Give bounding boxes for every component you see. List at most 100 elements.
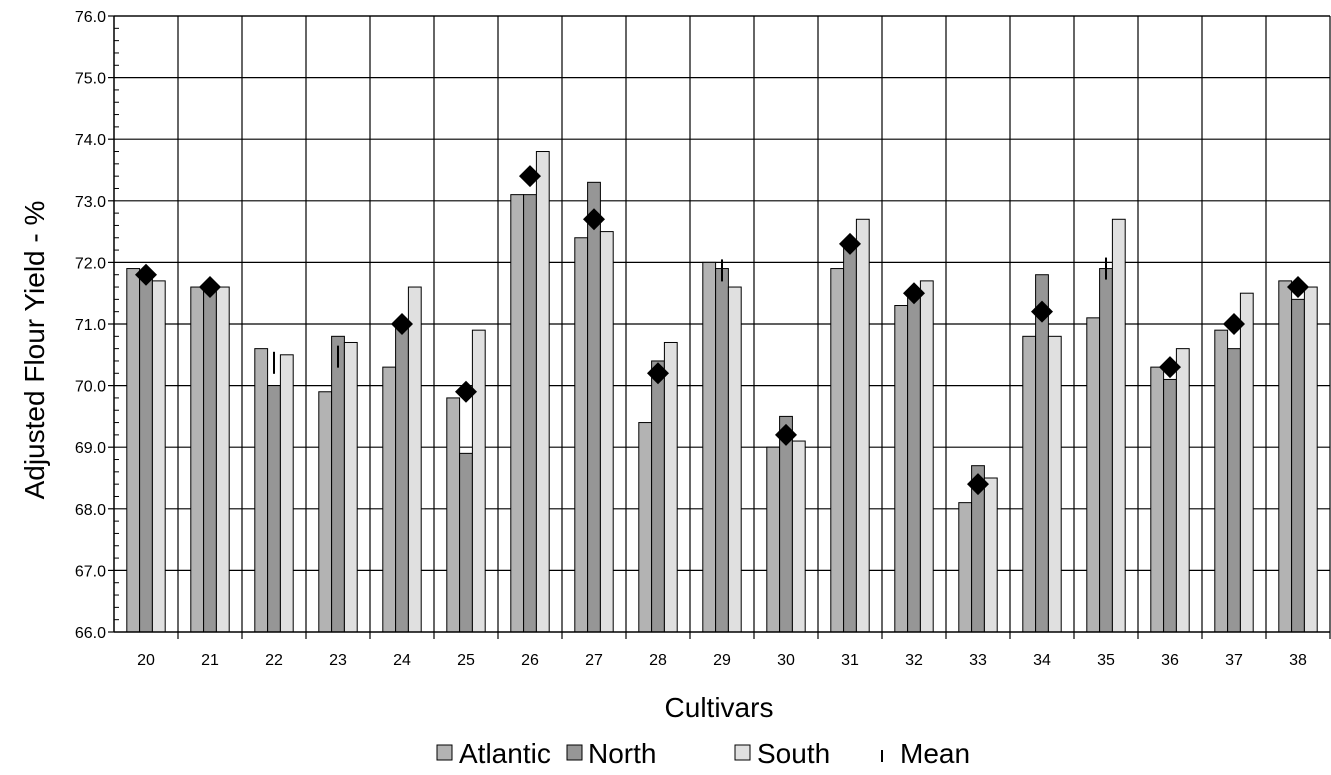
bar-north-36 [1163, 378, 1177, 633]
y-tick-label: 73.0 [75, 194, 106, 211]
mean-markers [135, 165, 1309, 496]
x-tick-label-23: 23 [329, 652, 347, 669]
mean-marker-20 [135, 263, 157, 286]
legend-label-mean: Mean [900, 738, 970, 769]
bar-south-29 [727, 286, 742, 633]
bar-south-23 [343, 341, 358, 633]
x-tick-label-28: 28 [649, 652, 667, 669]
mean-marker-27 [583, 208, 605, 231]
mean-marker-30 [775, 423, 797, 446]
x-tick-label-31: 31 [841, 652, 859, 669]
mean-marker-36 [1159, 356, 1181, 379]
bar-south-33 [983, 477, 998, 633]
bar-south-35 [1111, 218, 1126, 633]
bar-atlantic-35 [1086, 317, 1101, 633]
y-tick-label: 68.0 [75, 502, 106, 519]
bar-north-30 [779, 415, 793, 633]
mean-marker-33 [967, 473, 989, 496]
legend-swatch-atlantic [436, 744, 453, 761]
bar-atlantic-22 [254, 348, 269, 633]
bar-atlantic-24 [382, 366, 397, 633]
legend: Atlantic North South Mean [436, 738, 970, 769]
x-tick-label-36: 36 [1161, 652, 1179, 669]
bar-north-26 [523, 194, 537, 633]
bar-south-31 [855, 218, 870, 633]
bar-atlantic-36 [1150, 366, 1165, 633]
bar-south-28 [663, 341, 678, 633]
x-tick-label-38: 38 [1289, 652, 1307, 669]
bar-north-28 [651, 360, 665, 633]
gridlines [114, 15, 1331, 632]
bar-south-20 [151, 280, 166, 633]
bar-atlantic-21 [190, 286, 205, 633]
x-tick-label-22: 22 [265, 652, 283, 669]
x-tick-label-35: 35 [1097, 652, 1115, 669]
y-tick-label: 67.0 [75, 563, 106, 580]
y-tick-label: 69.0 [75, 440, 106, 457]
bar-south-30 [791, 440, 806, 633]
tick-labels: 66.0 67.0 68.0 69.0 70.0 71.0 72.0 73.0 74.0 75.0… [75, 9, 1307, 669]
bar-north-20 [139, 274, 153, 633]
bar-south-26 [535, 151, 550, 633]
bar-north-27 [587, 181, 601, 633]
mean-marker-24 [391, 313, 413, 335]
bar-south-34 [1047, 335, 1062, 633]
x-tick-label-33: 33 [969, 652, 987, 669]
bar-south-36 [1175, 348, 1190, 633]
y-tick-label: 66.0 [75, 625, 106, 642]
bar-atlantic-23 [318, 391, 333, 633]
legend-label-north: North [588, 738, 656, 769]
x-tick-label-34: 34 [1033, 652, 1051, 669]
bar-north-25 [459, 452, 473, 633]
x-tick-label-24: 24 [393, 652, 411, 669]
mean-marker-37 [1223, 313, 1245, 335]
legend-swatch-north [566, 744, 583, 761]
bar-north-23 [331, 335, 345, 633]
mean-marker-28 [647, 362, 669, 385]
bar-atlantic-29 [702, 261, 717, 633]
bar-south-25 [471, 329, 486, 633]
y-tick-label: 76.0 [75, 9, 106, 26]
bar-north-29 [715, 268, 729, 633]
mean-marker-38 [1287, 276, 1309, 299]
y-tick-label: 70.0 [75, 379, 106, 396]
bar-north-35 [1099, 268, 1113, 633]
bar-atlantic-38 [1278, 280, 1293, 633]
x-tick-label-21: 21 [201, 652, 219, 669]
bar-north-31 [843, 243, 857, 633]
mean-marker-32 [903, 282, 925, 305]
x-axis-title: Cultivars [665, 692, 774, 723]
x-tick-label-26: 26 [521, 652, 539, 669]
x-tick-label-27: 27 [585, 652, 603, 669]
y-tick-label: 74.0 [75, 132, 106, 149]
bar-north-32 [907, 292, 921, 633]
bar-atlantic-34 [1022, 335, 1037, 633]
bar-north-34 [1035, 274, 1049, 633]
x-tick-label-20: 20 [137, 652, 155, 669]
bar-atlantic-25 [446, 397, 461, 633]
bar-atlantic-26 [510, 194, 525, 633]
legend-label-south: South [757, 738, 830, 769]
bar-atlantic-32 [894, 305, 909, 633]
bar-south-24 [407, 286, 422, 633]
bar-atlantic-27 [574, 237, 589, 633]
bar-north-24 [395, 323, 409, 633]
y-axis-title: Adjusted Flour Yield - % [19, 201, 50, 500]
y-tick-label: 71.0 [75, 317, 106, 334]
bar-atlantic-30 [766, 446, 781, 633]
legend-label-atlantic: Atlantic [459, 738, 551, 769]
legend-swatch-south [734, 744, 751, 761]
mean-marker-25 [455, 380, 477, 403]
x-tick-label-30: 30 [777, 652, 795, 669]
bar-north-37 [1227, 348, 1241, 633]
mean-marker-34 [1031, 300, 1053, 323]
bar-atlantic-28 [638, 422, 653, 633]
bar-south-37 [1239, 292, 1254, 633]
mean-marker-26 [519, 165, 541, 188]
x-tick-label-32: 32 [905, 652, 923, 669]
y-tick-label: 72.0 [75, 255, 106, 272]
bar-south-22 [279, 354, 294, 633]
bar-north-38 [1291, 298, 1305, 633]
y-tick-label: 75.0 [75, 71, 106, 88]
